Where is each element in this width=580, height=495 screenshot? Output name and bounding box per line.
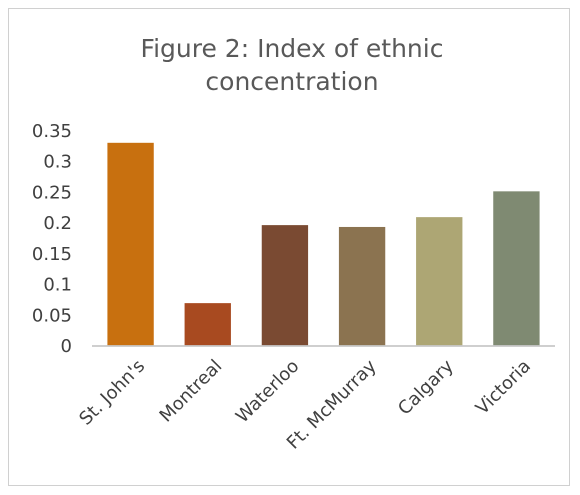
chart-title-line-2: concentration xyxy=(205,67,378,96)
bar-st-john-s xyxy=(105,141,156,347)
x-tick-label: St. John's xyxy=(75,356,149,430)
x-tick-label: Calgary xyxy=(394,355,458,419)
x-tick-label: Victoria xyxy=(472,356,535,419)
bar-victoria xyxy=(491,189,542,347)
y-tick-label: 0.35 xyxy=(32,121,72,142)
bar-montreal xyxy=(183,301,233,347)
y-tick-label: 0 xyxy=(61,336,72,357)
y-tick-label: 0.3 xyxy=(43,152,72,173)
x-tick-label: Waterloo xyxy=(232,356,304,428)
x-tick-label: Montreal xyxy=(156,356,227,427)
bars xyxy=(105,141,542,347)
bar-calgary xyxy=(414,215,464,347)
y-tick-label: 0.25 xyxy=(32,182,72,203)
y-tick-label: 0.1 xyxy=(43,275,72,296)
y-tick-label: 0.05 xyxy=(32,305,72,326)
y-axis-ticks: 0 0.05 0.1 0.15 0.2 0.25 0.3 0.35 xyxy=(32,121,72,357)
y-tick-label: 0.15 xyxy=(32,244,72,265)
chart-title-line-1: Figure 2: Index of ethnic xyxy=(141,34,444,63)
y-tick-label: 0.2 xyxy=(43,213,72,234)
bar-ft-mcmurray xyxy=(337,225,387,347)
bar-waterloo xyxy=(260,223,310,347)
